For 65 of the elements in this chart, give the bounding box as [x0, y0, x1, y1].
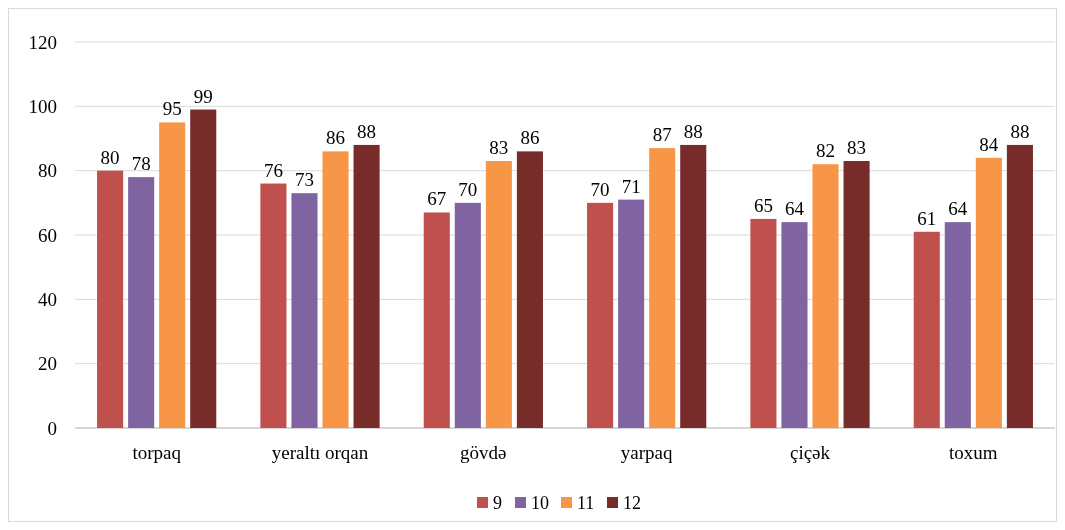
bar [260, 183, 287, 428]
data-label: 87 [652, 124, 672, 146]
data-label: 64 [948, 198, 968, 220]
legend-label: 9 [493, 493, 502, 514]
x-tick-label: gövdə [460, 442, 507, 463]
bar [353, 144, 380, 428]
x-tick-label: yarpaq [620, 442, 674, 463]
data-label: 73 [294, 169, 314, 191]
bar [781, 222, 808, 428]
data-label: 86 [326, 127, 346, 149]
data-label: 88 [1010, 120, 1030, 142]
bar [128, 177, 155, 428]
x-tick-label: torpaq [132, 442, 182, 463]
data-label: 76 [263, 159, 283, 181]
bar [680, 144, 707, 428]
data-label: 70 [590, 178, 610, 200]
data-label: 86 [520, 127, 540, 149]
y-tick-label: 80 [38, 160, 57, 182]
bar [322, 151, 349, 428]
bar [812, 164, 839, 428]
bar [944, 222, 971, 428]
x-tick-label: toxum [949, 442, 998, 463]
data-label: 70 [458, 178, 478, 200]
data-label: 83 [489, 137, 509, 159]
x-tick-label: yeraltı orqan [271, 442, 369, 463]
legend-label: 10 [531, 493, 549, 514]
bar [1006, 144, 1033, 428]
y-tick-label: 40 [38, 288, 57, 310]
data-label: 95 [162, 98, 182, 120]
bar [649, 148, 676, 428]
bar [843, 161, 870, 428]
data-label: 99 [193, 85, 213, 107]
bar [913, 231, 940, 428]
data-label: 67 [427, 188, 447, 210]
data-label: 82 [816, 140, 836, 162]
y-tick-label: 100 [28, 95, 57, 117]
data-label: 65 [753, 194, 773, 216]
data-label: 61 [917, 207, 937, 229]
y-tick-label: 20 [38, 353, 57, 375]
bar [423, 212, 450, 428]
legend-label: 12 [623, 493, 641, 514]
bar [516, 151, 543, 428]
bar [750, 218, 777, 428]
data-label: 80 [100, 146, 120, 168]
x-tick-label: çiçək [789, 442, 831, 463]
bar [454, 202, 481, 428]
data-label: 83 [847, 137, 867, 159]
y-tick-label: 0 [47, 417, 57, 439]
data-label: 71 [621, 175, 641, 197]
legend-label: 11 [577, 493, 595, 514]
bar [618, 199, 645, 428]
bar [291, 193, 318, 428]
bar [975, 157, 1002, 428]
data-label: 64 [784, 198, 805, 220]
y-tick-label: 60 [38, 224, 57, 246]
bar [97, 170, 124, 428]
bar [159, 122, 186, 428]
bar [190, 109, 217, 428]
y-tick-label: 120 [28, 31, 57, 53]
data-label: 78 [131, 153, 151, 175]
bar [485, 161, 512, 428]
bar [587, 202, 614, 428]
data-label: 88 [683, 120, 703, 142]
data-label: 88 [357, 120, 377, 142]
data-label: 84 [979, 133, 999, 155]
